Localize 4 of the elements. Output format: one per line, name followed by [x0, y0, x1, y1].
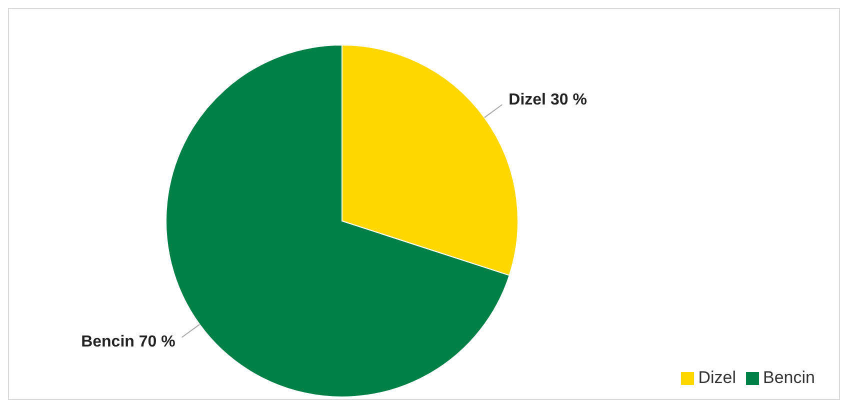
legend-label: Dizel	[698, 368, 736, 387]
legend-label: Bencin	[763, 368, 815, 387]
data-label: Dizel 30 %	[508, 91, 587, 108]
data-label: Bencin 70 %	[81, 334, 176, 351]
